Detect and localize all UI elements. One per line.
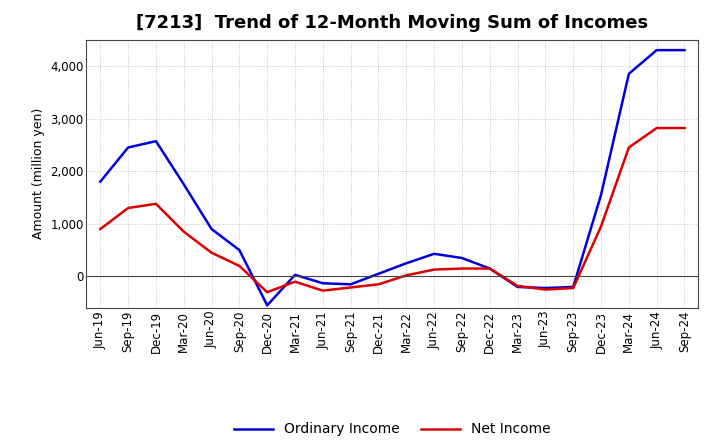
Net Income (152, 201, 161, 206)
Ordinary Income (652, 48, 661, 53)
Net Income (624, 145, 633, 150)
Net Income (124, 205, 132, 211)
Net Income (179, 229, 188, 235)
Ordinary Income (152, 139, 161, 144)
Net Income (541, 287, 550, 292)
Ordinary Income (346, 282, 355, 287)
Legend: Ordinary Income, Net Income: Ordinary Income, Net Income (229, 417, 556, 440)
Ordinary Income (207, 227, 216, 232)
Net Income (374, 282, 383, 287)
Ordinary Income (402, 260, 410, 266)
Ordinary Income (318, 281, 327, 286)
Ordinary Income (179, 182, 188, 187)
Net Income (485, 266, 494, 271)
Net Income (430, 267, 438, 272)
Ordinary Income (569, 284, 577, 290)
Ordinary Income (680, 48, 689, 53)
Ordinary Income (374, 271, 383, 276)
Line: Ordinary Income: Ordinary Income (100, 50, 685, 305)
Net Income (402, 273, 410, 278)
Ordinary Income (541, 286, 550, 291)
Net Income (291, 279, 300, 284)
Net Income (235, 263, 243, 268)
Net Income (346, 285, 355, 290)
Y-axis label: Amount (million yen): Amount (million yen) (32, 108, 45, 239)
Net Income (263, 290, 271, 295)
Ordinary Income (485, 266, 494, 271)
Net Income (207, 250, 216, 255)
Ordinary Income (124, 145, 132, 150)
Ordinary Income (263, 303, 271, 308)
Net Income (458, 266, 467, 271)
Ordinary Income (96, 179, 104, 184)
Ordinary Income (624, 71, 633, 77)
Net Income (96, 227, 104, 232)
Line: Net Income: Net Income (100, 128, 685, 292)
Net Income (652, 125, 661, 131)
Net Income (597, 224, 606, 229)
Net Income (513, 283, 522, 289)
Ordinary Income (235, 247, 243, 253)
Net Income (680, 125, 689, 131)
Net Income (318, 288, 327, 293)
Ordinary Income (291, 272, 300, 278)
Ordinary Income (430, 251, 438, 257)
Net Income (569, 286, 577, 291)
Ordinary Income (513, 284, 522, 290)
Title: [7213]  Trend of 12-Month Moving Sum of Incomes: [7213] Trend of 12-Month Moving Sum of I… (136, 15, 649, 33)
Ordinary Income (458, 255, 467, 260)
Ordinary Income (597, 192, 606, 198)
